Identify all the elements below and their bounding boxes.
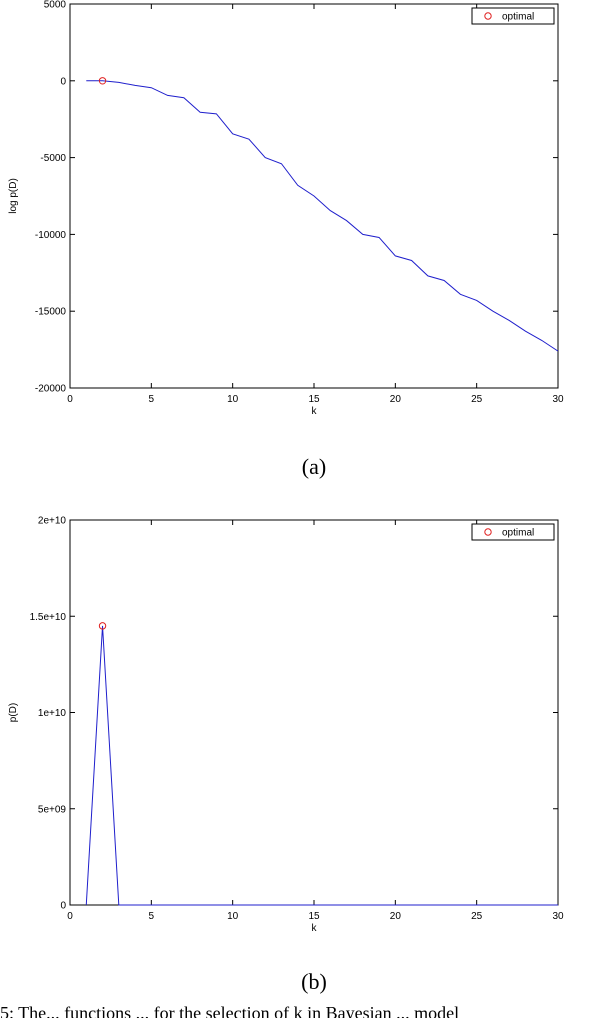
x-tick-label: 20 (390, 394, 402, 405)
x-tick-label: 10 (227, 394, 239, 405)
x-tick-label: 15 (308, 911, 320, 922)
figure-caption: (b) (301, 969, 327, 994)
figure-caption: (a) (302, 454, 326, 479)
x-tick-label: 10 (227, 911, 239, 922)
optimal-marker (98, 77, 107, 85)
x-tick-label: 5 (149, 394, 155, 405)
y-tick-label: 2e+10 (38, 516, 67, 527)
y-tick-label: 0 (60, 76, 66, 87)
chart-a: 0 5 10 15 20 25 30 -20000 -15000 -10000 -5000 0 5000… (8, 0, 564, 479)
x-tick-label: 5 (149, 911, 155, 922)
x-tick-label: 0 (67, 911, 73, 922)
legend-marker (484, 12, 492, 20)
legend-label: optimal (502, 528, 534, 539)
plot-frame (69, 519, 559, 906)
y-tick-label: 5000 (44, 0, 67, 11)
series-line (86, 80, 559, 352)
optimal-marker (98, 622, 107, 630)
y-tick-label: 1e+10 (38, 708, 67, 719)
y-tick-label: -10000 (35, 230, 67, 241)
y-tick-label: -20000 (35, 384, 67, 395)
y-tick-label: 1.5e+10 (30, 612, 67, 623)
legend-label: optimal (502, 12, 534, 23)
legend-marker (484, 528, 492, 536)
y-axis-label: p(D) (8, 703, 19, 722)
chart-b: 0 5 10 15 20 25 30 0 5e+09 1e+10 1.5e+10 2e+10 k p(D)… (8, 516, 564, 995)
legend-box (471, 523, 555, 541)
x-tick-label: 30 (552, 911, 564, 922)
x-tick-label: 30 (552, 394, 564, 405)
x-tick-label: 15 (308, 394, 320, 405)
y-tick-label: -15000 (35, 307, 67, 318)
x-axis-label: k (312, 406, 318, 417)
x-tick-label: 25 (471, 911, 483, 922)
x-axis-label: k (312, 923, 318, 934)
figure-footer-text: 5: The... functions ... for the selectio… (0, 1004, 460, 1018)
series-line (85, 625, 558, 906)
legend-box (471, 7, 555, 25)
y-tick-label: -5000 (40, 153, 66, 164)
y-tick-label: 0 (60, 901, 66, 912)
y-axis-label: log p(D) (8, 178, 19, 214)
x-tick-label: 25 (471, 394, 483, 405)
x-tick-label: 0 (67, 394, 73, 405)
x-tick-label: 20 (390, 911, 402, 922)
y-tick-label: 5e+09 (38, 804, 67, 815)
